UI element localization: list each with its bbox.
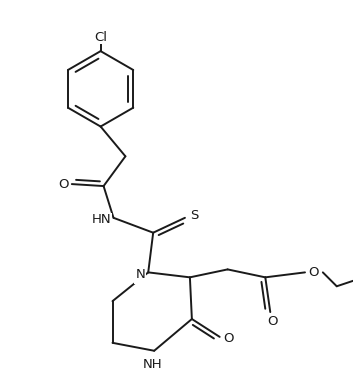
Text: O: O xyxy=(59,178,69,191)
Text: Cl: Cl xyxy=(94,31,107,44)
Text: O: O xyxy=(309,266,319,279)
Text: O: O xyxy=(223,333,234,345)
Text: N: N xyxy=(135,270,144,283)
Text: N: N xyxy=(136,268,145,281)
Text: O: O xyxy=(267,315,278,329)
Text: HN: HN xyxy=(92,213,112,226)
Text: S: S xyxy=(190,210,198,222)
Text: NH: NH xyxy=(142,358,162,371)
